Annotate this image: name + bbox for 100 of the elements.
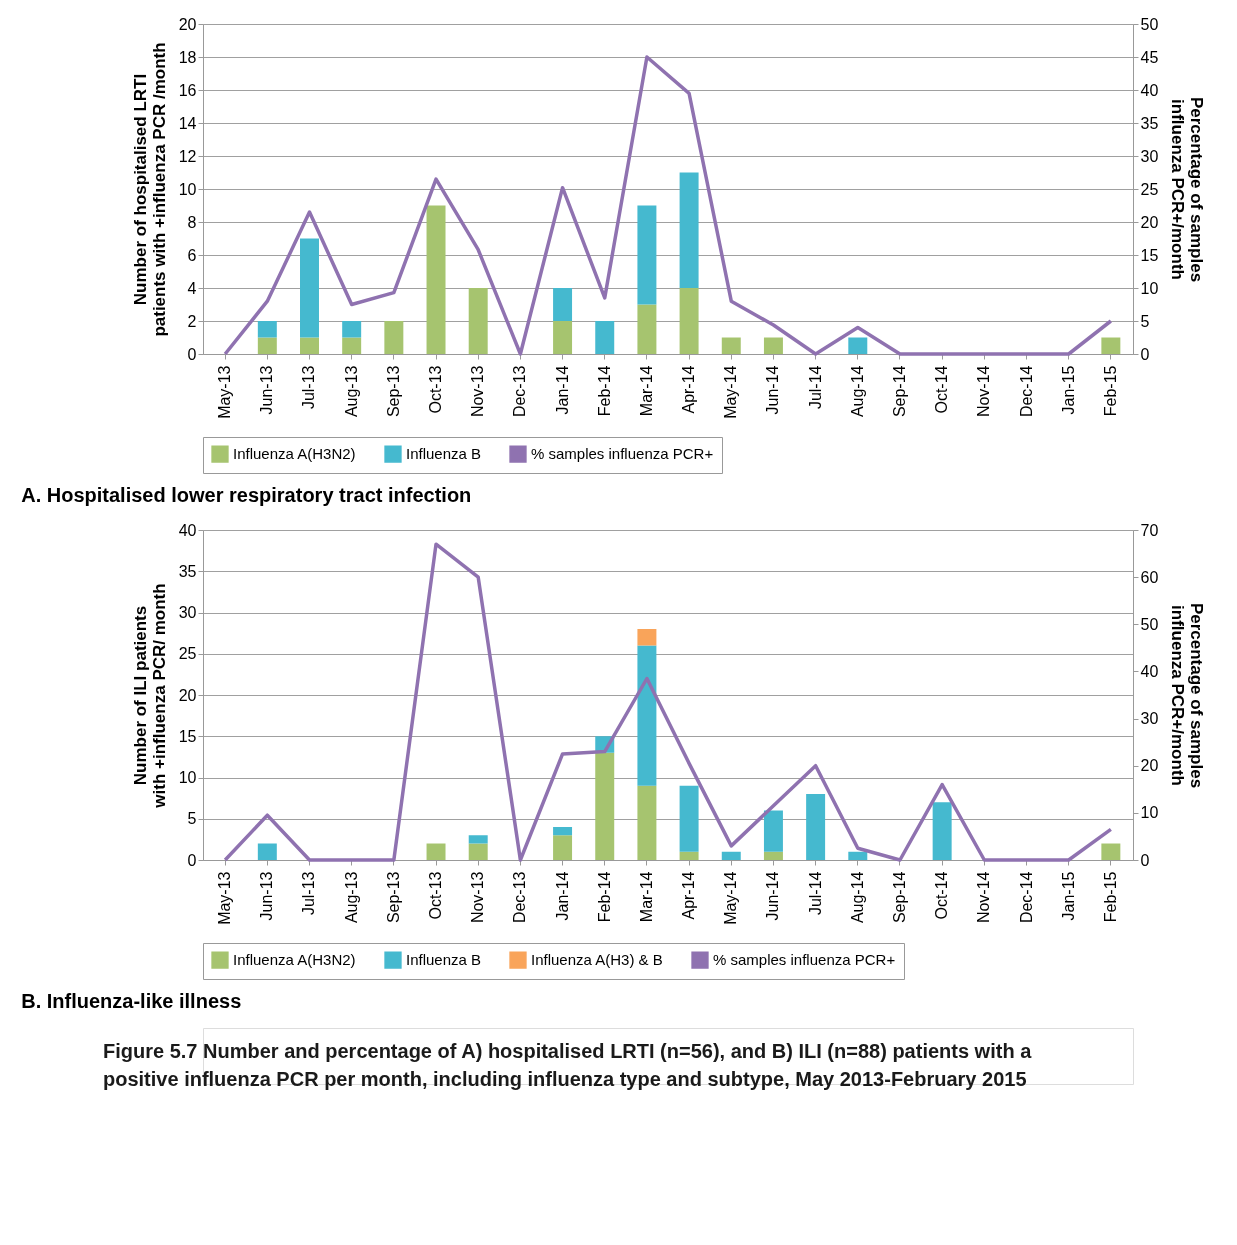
bar bbox=[806, 794, 826, 860]
legend-label: Influenza A(H3) & B bbox=[531, 951, 663, 969]
bar bbox=[848, 337, 868, 354]
y2-axis-title: Percentage of samples influenza PCR+/month bbox=[1168, 602, 1207, 789]
y2-tick-label: 70 bbox=[1140, 521, 1159, 539]
bar bbox=[763, 851, 783, 860]
x-tick-label: Jan-14 bbox=[553, 365, 571, 415]
x-tick-label: Dec-14 bbox=[1017, 365, 1035, 418]
y-tick-label: 18 bbox=[178, 48, 197, 66]
x-tick-label: Sep-13 bbox=[384, 365, 402, 418]
y2-tick-label: 45 bbox=[1140, 48, 1159, 66]
x-tick-label: May-13 bbox=[216, 365, 234, 419]
y2-tick-label: 5 bbox=[1140, 312, 1150, 330]
x-tick-label: Mar-14 bbox=[637, 365, 655, 417]
y-tick-label: 2 bbox=[187, 312, 197, 330]
x-tick-label: Jun-14 bbox=[764, 365, 782, 415]
x-tick-label: Dec-13 bbox=[511, 365, 529, 418]
y2-axis-title: Percentage of samples influenza PCR+/month bbox=[1168, 96, 1207, 283]
bar bbox=[637, 629, 657, 646]
x-tick-label: May-14 bbox=[722, 365, 740, 419]
y-axis-title: Number of ILI patients with +influenza PCR/ month bbox=[130, 583, 169, 809]
y2-tick-label: 10 bbox=[1140, 804, 1159, 822]
y2-tick-label: 15 bbox=[1140, 246, 1159, 264]
x-tick-label: Jul-13 bbox=[300, 365, 318, 410]
x-tick-label: Apr-14 bbox=[680, 871, 698, 920]
y2-tick-label: 50 bbox=[1140, 15, 1159, 33]
y-tick-label: 4 bbox=[187, 279, 197, 297]
bar bbox=[553, 827, 573, 836]
y-tick-label: 20 bbox=[178, 15, 197, 33]
x-tick-label: Nov-13 bbox=[469, 365, 487, 418]
bar bbox=[679, 172, 699, 288]
bar bbox=[468, 835, 488, 844]
x-tick-label: Nov-13 bbox=[469, 871, 487, 924]
y2-tick-label: 0 bbox=[1140, 851, 1150, 869]
bar bbox=[637, 645, 657, 786]
x-tick-label: Dec-14 bbox=[1017, 871, 1035, 924]
bar bbox=[553, 835, 573, 860]
y-tick-label: 30 bbox=[178, 604, 197, 621]
bar bbox=[342, 321, 362, 338]
x-tick-label: Jun-13 bbox=[258, 365, 276, 415]
x-tick-label: Oct-14 bbox=[933, 871, 951, 920]
x-tick-label: Feb-14 bbox=[595, 365, 613, 417]
y2-tick-label: 20 bbox=[1140, 213, 1159, 231]
y2-tick-label: 30 bbox=[1140, 710, 1159, 728]
y-tick-label: 12 bbox=[178, 147, 197, 165]
y-tick-label: 10 bbox=[178, 769, 197, 786]
bar bbox=[595, 752, 615, 860]
bar bbox=[679, 288, 699, 354]
x-tick-label: Feb-15 bbox=[1101, 871, 1119, 923]
line-series bbox=[223, 55, 1113, 356]
caption: Figure 5.7 Number and percentage of A) hospitalised LRTI (n=56), and B) ILI (n=88) patients with a positive influenza PCR per month, including influenza type and subtype, May 2013-February 2015 bbox=[103, 1040, 1033, 1090]
bar bbox=[1101, 337, 1121, 354]
legend-label: Influenza B bbox=[406, 445, 482, 463]
x-tick-label: Jun-13 bbox=[258, 871, 276, 921]
bar bbox=[553, 288, 573, 321]
x-tick-label: Oct-13 bbox=[427, 365, 445, 414]
x-tick-label: Nov-14 bbox=[975, 871, 993, 924]
bar bbox=[848, 851, 868, 860]
x-tick-label: May-13 bbox=[216, 871, 234, 925]
x-tick-label: Sep-13 bbox=[384, 871, 402, 924]
y2-tick-label: 35 bbox=[1140, 114, 1159, 132]
x-tick-label: Aug-13 bbox=[342, 365, 360, 418]
y-tick-label: 40 bbox=[178, 521, 197, 539]
y-tick-label: 25 bbox=[178, 645, 197, 663]
y-tick-label: 15 bbox=[178, 727, 197, 745]
bar bbox=[257, 321, 277, 338]
bar bbox=[595, 321, 615, 354]
y2-tick-label: 25 bbox=[1140, 180, 1159, 198]
bar bbox=[300, 238, 319, 338]
x-tick-label: Jan-15 bbox=[1059, 871, 1077, 921]
x-tick-label: Jul-14 bbox=[806, 871, 824, 916]
text: A. Hospitalised lower respiratory tract infection bbox=[21, 483, 472, 506]
y2-tick-label: 40 bbox=[1140, 81, 1159, 99]
bar bbox=[721, 337, 741, 354]
y2-tick-label: 50 bbox=[1140, 615, 1159, 633]
x-tick-label: Feb-14 bbox=[595, 871, 613, 923]
text: B. Influenza-like illness bbox=[21, 989, 242, 1012]
y-tick-label: 5 bbox=[187, 810, 197, 828]
bar bbox=[679, 785, 699, 852]
bar bbox=[721, 851, 741, 860]
bar bbox=[1101, 843, 1121, 860]
y-tick-label: 14 bbox=[178, 114, 197, 132]
y2-tick-label: 40 bbox=[1140, 662, 1159, 680]
x-tick-label: Jul-14 bbox=[806, 365, 824, 410]
legend-label: Influenza A(H3N2) bbox=[233, 445, 356, 463]
bar bbox=[384, 321, 404, 354]
x-tick-label: May-14 bbox=[722, 871, 740, 925]
bar bbox=[637, 785, 657, 860]
bar bbox=[637, 205, 657, 305]
y-tick-label: 6 bbox=[187, 246, 197, 264]
x-tick-label: Jan-15 bbox=[1059, 365, 1077, 415]
legend-label: Influenza A(H3N2) bbox=[233, 951, 356, 969]
y-tick-label: 0 bbox=[187, 345, 197, 363]
x-tick-label: Sep-14 bbox=[890, 365, 908, 418]
bar bbox=[426, 205, 446, 354]
y2-tick-label: 10 bbox=[1140, 279, 1159, 297]
x-tick-label: Aug-14 bbox=[848, 871, 866, 924]
x-tick-label: Aug-13 bbox=[342, 871, 360, 924]
x-tick-label: Nov-14 bbox=[975, 365, 993, 418]
legend-label: % samples influenza PCR+ bbox=[531, 445, 714, 463]
